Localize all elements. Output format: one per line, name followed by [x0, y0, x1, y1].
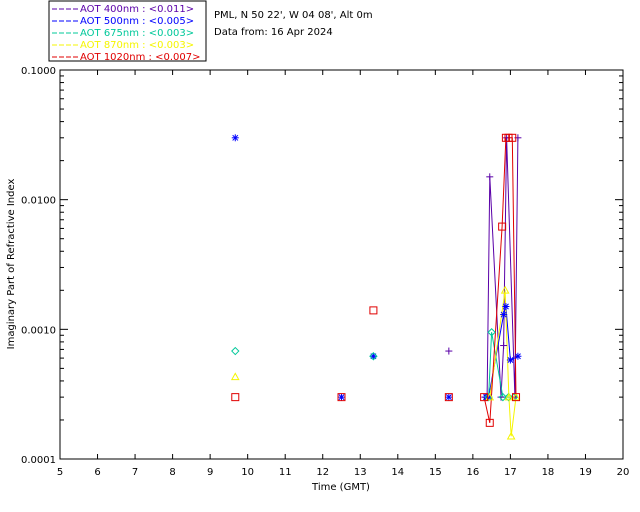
- data-point: [445, 393, 453, 401]
- x-tick-label: 11: [279, 467, 292, 478]
- x-tick-label: 5: [57, 467, 63, 478]
- series-line: [489, 290, 517, 437]
- x-tick-label: 7: [132, 467, 138, 478]
- data-point: [508, 133, 517, 142]
- legend-entry: AOT 1020nm : <0.007>: [80, 52, 200, 63]
- data-point: [497, 393, 505, 401]
- series-line: [484, 137, 519, 398]
- data-point: [369, 306, 378, 315]
- x-tick-label: 12: [316, 467, 329, 478]
- plot-frame: [59, 69, 624, 460]
- data-point: [504, 392, 514, 401]
- data-point: [230, 372, 240, 381]
- data-point: [487, 328, 496, 337]
- x-tick-label: 19: [579, 467, 592, 478]
- legend-entry: AOT 675nm : <0.003>: [80, 28, 194, 39]
- x-tick-label: 6: [94, 467, 100, 478]
- header-location: PML, N 50 22', W 04 08', Alt 0m: [214, 10, 373, 21]
- series-lines: [483, 137, 519, 437]
- data-point: [338, 393, 345, 401]
- data-point: [337, 393, 346, 402]
- x-tick-label: 15: [429, 467, 442, 478]
- axes: 5 6 7 8 9 10 11 12 13 14 15 16 17 18 19 20 0.1000 0.0100 0…: [21, 66, 629, 478]
- data-point: [486, 173, 494, 181]
- series-marks: [230, 133, 522, 440]
- data-point: [500, 285, 510, 294]
- y-tick-label: 0.0100: [21, 196, 56, 207]
- data-point: [514, 352, 522, 360]
- x-tick-label: 17: [504, 467, 517, 478]
- x-tick-label: 16: [466, 467, 479, 478]
- y-tick-label: 0.0010: [21, 325, 56, 336]
- data-point: [485, 418, 494, 427]
- data-point: [231, 134, 239, 142]
- y-tick-label: 0.0001: [21, 455, 56, 466]
- x-axis-title: Time (GMT): [311, 482, 370, 493]
- legend-box: [48, 0, 207, 62]
- legend-entry: AOT 400nm : <0.011>: [80, 4, 194, 15]
- data-point: [369, 352, 378, 361]
- y-tick-label: 0.1000: [21, 66, 56, 77]
- x-tick-label: 14: [391, 467, 404, 478]
- legend-entry: AOT 500nm : <0.005>: [80, 16, 194, 27]
- header-date: Data from: 16 Apr 2024: [214, 27, 333, 38]
- data-point: [498, 222, 507, 231]
- data-point: [500, 342, 508, 350]
- data-point: [231, 346, 240, 356]
- y-axis-title: Imaginary Part of Refractive Index: [6, 179, 17, 350]
- data-point: [445, 347, 453, 355]
- data-point: [512, 393, 521, 402]
- legend-entry: AOT 870nm : <0.003>: [80, 40, 194, 51]
- data-point: [369, 352, 377, 360]
- x-tick-label: 9: [207, 467, 213, 478]
- data-point: [502, 303, 510, 311]
- x-tick-label: 10: [241, 467, 254, 478]
- data-point: [231, 393, 240, 402]
- data-point: [504, 392, 513, 402]
- data-point: [506, 431, 516, 440]
- data-point: [480, 393, 489, 402]
- legend: AOT 400nm : <0.011>AOT 500nm : <0.005>AO…: [48, 0, 207, 63]
- data-point: [500, 311, 508, 319]
- data-point: [444, 393, 453, 402]
- x-tick-label: 18: [542, 467, 555, 478]
- data-point: [511, 392, 521, 401]
- x-tick-label: 8: [169, 467, 175, 478]
- x-tick-label: 13: [354, 467, 367, 478]
- x-tick-label: 20: [617, 467, 630, 478]
- data-point: [498, 392, 508, 402]
- data-point: [506, 356, 514, 364]
